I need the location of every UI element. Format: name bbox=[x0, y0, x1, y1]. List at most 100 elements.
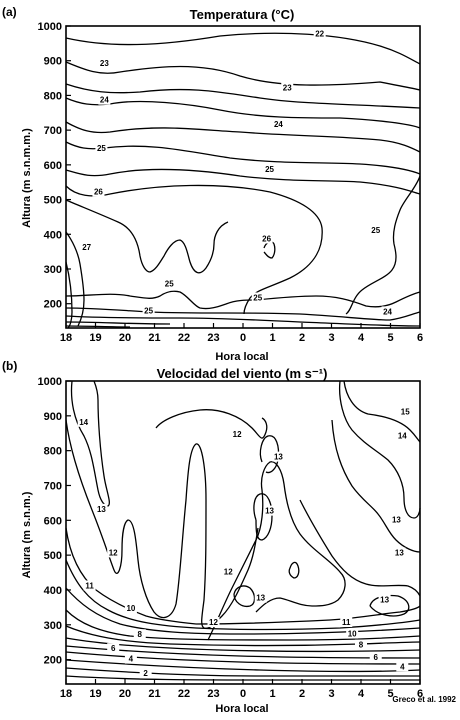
wind-speed-contour-label-bg bbox=[95, 503, 108, 514]
temperature-contour-label-bg bbox=[98, 58, 111, 69]
temperature-y-tick-label: 300 bbox=[44, 264, 62, 276]
temperature-y-ticks: 200 300 400 500 600 700 800 900 1000 bbox=[38, 21, 71, 311]
isotherm-23-lower bbox=[65, 83, 421, 109]
wind-speed-x-tick-label: 23 bbox=[207, 688, 219, 700]
temperature-contour-label: 25 bbox=[265, 165, 274, 174]
temperature-contour-label: 25 bbox=[97, 144, 106, 153]
isotherm-bottom-a bbox=[65, 321, 171, 325]
wind-speed-x-tick-label: 3 bbox=[328, 688, 334, 700]
wind-speed-contour-label-bg bbox=[133, 629, 146, 640]
wind-speed-contour-label-bg bbox=[254, 592, 267, 603]
wind-speed-contour-label: 4 bbox=[400, 662, 405, 671]
wind-speed-contour-label: 11 bbox=[85, 581, 94, 590]
wind-speed-y-label: Altura (m s.n.m.) bbox=[21, 491, 33, 578]
isotach-13-low-oval bbox=[233, 585, 256, 608]
isotherm-26-wave bbox=[65, 199, 229, 274]
isotach-14-left bbox=[70, 380, 110, 507]
wind-speed-contour-label: 12 bbox=[109, 548, 118, 557]
isotach-12-left-spur bbox=[65, 419, 259, 629]
temperature-contour-label-bg bbox=[369, 224, 382, 235]
temperature-contour-label: 22 bbox=[315, 30, 324, 39]
wind-speed-contour-label: 10 bbox=[126, 604, 135, 613]
isotach-12-right bbox=[299, 499, 421, 597]
temperature-contour-label: 23 bbox=[100, 59, 109, 68]
wind-speed-x-tick-label: 5 bbox=[387, 688, 393, 700]
wind-speed-contour-label-bg bbox=[393, 547, 406, 558]
wind-speed-x-ticks: 18 19 20 21 22 23 0 1 2 3 4 5 6 bbox=[60, 679, 423, 700]
wind-speed-contour-label: 8 bbox=[359, 641, 364, 650]
wind-speed-contour-label-bg bbox=[396, 661, 409, 672]
temperature-x-tick-label: 0 bbox=[240, 332, 246, 344]
temperature-contour-label-bg bbox=[313, 28, 326, 39]
wind-speed-contour-label-bg bbox=[378, 594, 391, 605]
isotherm-22 bbox=[65, 32, 421, 65]
wind-speed-y-tick-label: 200 bbox=[44, 655, 62, 667]
isotach-13-small bbox=[288, 561, 300, 579]
isotherm-25-right bbox=[345, 175, 421, 315]
temperature-isotherms bbox=[65, 32, 421, 329]
wind-speed-contour-label: 12 bbox=[209, 618, 218, 627]
wind-speed-contour-label-bg bbox=[396, 430, 409, 441]
wind-speed-contour-label-bg bbox=[77, 416, 90, 427]
wind-speed-x-tick-label: 19 bbox=[89, 688, 101, 700]
wind-speed-x-tick-label: 18 bbox=[60, 688, 72, 700]
wind-speed-contour-label-bg bbox=[399, 406, 412, 417]
wind-speed-contour-label-bg bbox=[346, 628, 359, 639]
temperature-contour-label: 25 bbox=[253, 293, 262, 302]
isotherm-27 bbox=[65, 231, 85, 327]
temperature-contour-label-bg bbox=[263, 164, 276, 175]
wind-speed-contour-label: 6 bbox=[374, 653, 379, 662]
isotherm-bottom-b bbox=[65, 325, 131, 328]
wind-speed-y-tick-label: 400 bbox=[44, 585, 62, 597]
temperature-y-tick-label: 700 bbox=[44, 125, 62, 137]
wind-speed-contour-label-bg bbox=[124, 653, 137, 664]
panel-a-label: (a) bbox=[2, 5, 17, 19]
wind-speed-contour-label-bg bbox=[355, 639, 367, 650]
wind-speed-contour-label: 11 bbox=[342, 618, 351, 627]
isotach-5 bbox=[65, 651, 421, 665]
temperature-contour-label: 24 bbox=[100, 96, 109, 105]
wind-speed-contour-label: 13 bbox=[380, 595, 389, 604]
wind-speed-x-tick-label: 1 bbox=[269, 688, 275, 700]
temperature-x-tick-label: 22 bbox=[178, 332, 190, 344]
temperature-x-tick-label: 6 bbox=[417, 332, 423, 344]
temperature-contour-label-bg bbox=[80, 242, 93, 253]
isotherm-25-lower bbox=[65, 168, 421, 195]
wind-speed-x-tick-label: 6 bbox=[417, 688, 423, 700]
isotach-7 bbox=[65, 625, 421, 647]
wind-speed-contour-label: 13 bbox=[97, 505, 106, 514]
isotach-3 bbox=[65, 667, 420, 677]
wind-speed-y-tick-label: 700 bbox=[44, 480, 62, 492]
isotach-4 bbox=[65, 659, 421, 673]
wind-speed-contour-label: 4 bbox=[129, 655, 134, 664]
wind-speed-y-tick-label: 500 bbox=[44, 550, 62, 562]
wind-speed-x-tick-label: 21 bbox=[148, 688, 160, 700]
wind-speed-x-tick-label: 22 bbox=[178, 688, 190, 700]
temperature-x-tick-label: 20 bbox=[119, 332, 131, 344]
wind-speed-x-tick-label: 20 bbox=[119, 688, 131, 700]
wind-speed-contour-label: 15 bbox=[401, 407, 410, 416]
isotherm-25-bottom bbox=[65, 290, 421, 310]
wind-speed-y-ticks: 200 300 400 500 600 700 800 900 1000 bbox=[38, 376, 71, 667]
temperature-y-tick-label: 600 bbox=[44, 160, 62, 172]
temperature-contour-label-bg bbox=[272, 118, 285, 129]
isotach-8 bbox=[65, 609, 421, 641]
wind-speed-contour-label: 8 bbox=[138, 630, 143, 639]
wind-speed-contour-label: 14 bbox=[398, 432, 407, 441]
isotach-2 bbox=[65, 675, 420, 681]
temperature-contour-labels: 22 23 23 24 24 25 25 26 26 27 25 25 25 25 24 bbox=[80, 28, 394, 317]
temperature-y-label: Altura (m s.n.m.m.) bbox=[21, 128, 33, 228]
wind-speed-isotachs bbox=[65, 380, 421, 681]
isotherm-24-lower bbox=[65, 121, 421, 153]
temperature-x-tick-label: 4 bbox=[358, 332, 365, 344]
isotach-9 bbox=[65, 587, 421, 635]
isotherm-26-dome bbox=[65, 184, 323, 315]
wind-speed-contour-label-bg bbox=[390, 514, 403, 525]
wind-speed-y-tick-label: 800 bbox=[44, 446, 62, 458]
temperature-y-tick-label: 1000 bbox=[38, 21, 62, 33]
temperature-contour-label-bg bbox=[163, 278, 176, 289]
wind-speed-contour-label-bg bbox=[107, 643, 120, 654]
isotach-11-right bbox=[195, 605, 421, 625]
temperature-contour-label-bg bbox=[142, 305, 155, 316]
wind-speed-contour-label-bg bbox=[369, 651, 382, 662]
